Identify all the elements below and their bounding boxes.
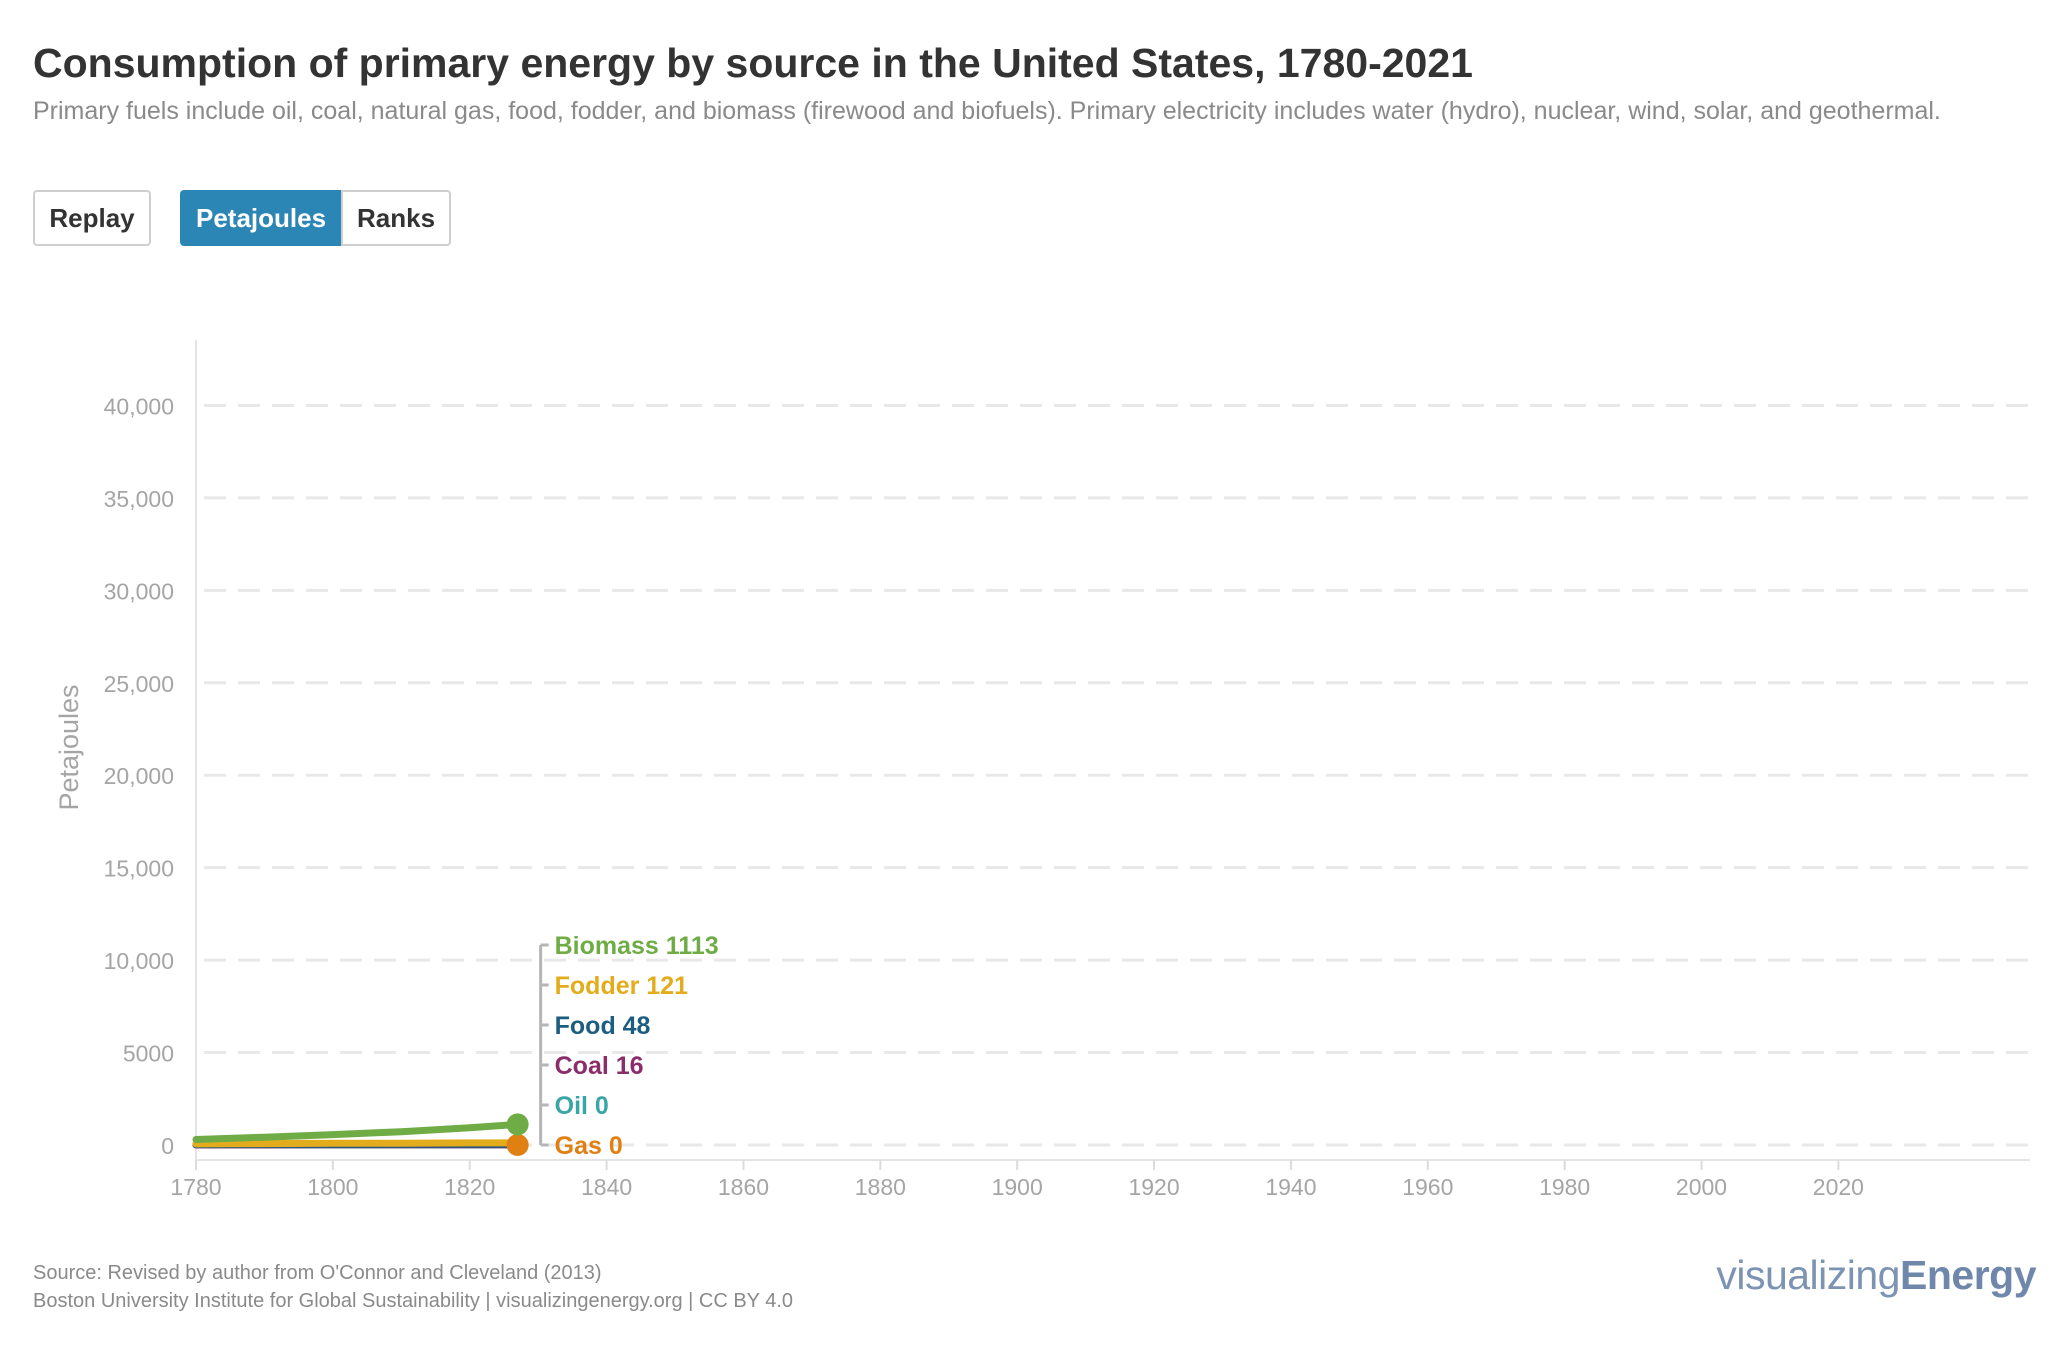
y-tick-label: 40,000 xyxy=(104,393,174,419)
logo-text-bold: Energy xyxy=(1900,1252,2037,1298)
y-tick-label: 25,000 xyxy=(104,671,174,697)
y-tick-label: 20,000 xyxy=(104,763,174,789)
x-tick-label: 2020 xyxy=(1813,1174,1864,1200)
series-label: Food 48 xyxy=(555,1012,651,1040)
chart-subtitle: Primary fuels include oil, coal, natural… xyxy=(33,97,1941,125)
series-lines xyxy=(192,1113,529,1156)
series-labels: Biomass 1113 Fodder 121 Food 48 Coal 16 Oil … xyxy=(555,932,719,1160)
label-bracket xyxy=(539,943,549,1147)
x-tick-label: 1940 xyxy=(1265,1174,1316,1200)
x-tick-label: 1900 xyxy=(992,1174,1043,1200)
y-axis-ticks: 0 5000 10,000 15,000 20,000 25,000 30,000 35,00… xyxy=(104,393,174,1159)
grid-lines xyxy=(204,403,2030,1147)
x-tick-label: 1960 xyxy=(1402,1174,1453,1200)
chart-title: Consumption of primary energy by source … xyxy=(33,40,1473,86)
series-label: Coal 16 xyxy=(555,1052,644,1080)
series-label: Fodder 121 xyxy=(555,972,688,1000)
petajoules-toggle-button[interactable]: Petajoules xyxy=(180,190,342,246)
x-tick-label: 1980 xyxy=(1539,1174,1590,1200)
series-end-dot xyxy=(506,1113,529,1136)
series-label: Oil 0 xyxy=(555,1092,609,1120)
replay-button[interactable]: Replay xyxy=(33,190,151,246)
y-tick-label: 15,000 xyxy=(104,856,174,882)
x-tick-label: 1800 xyxy=(307,1174,358,1200)
y-tick-label: 5000 xyxy=(123,1041,174,1067)
visualizing-energy-logo: visualizingEnergy xyxy=(1716,1252,2036,1299)
series-label: Gas 0 xyxy=(555,1132,623,1160)
energy-line-chart: 0 5000 10,000 15,000 20,000 25,000 30,000 35,00… xyxy=(54,340,2030,1200)
x-tick-label: 1880 xyxy=(855,1174,906,1200)
source-note: Source: Revised by author from O'Connor … xyxy=(33,1262,602,1284)
series-line xyxy=(192,1139,522,1148)
series-end-dot xyxy=(506,1134,529,1156)
y-axis-label: Petajoules xyxy=(54,684,84,810)
y-tick-label: 35,000 xyxy=(104,486,174,512)
x-tick-label: 2000 xyxy=(1676,1174,1727,1200)
series-label: Biomass 1113 xyxy=(555,932,719,960)
credit-note: Boston University Institute for Global S… xyxy=(33,1290,794,1312)
x-tick-label: 1920 xyxy=(1128,1174,1179,1200)
y-tick-label: 10,000 xyxy=(104,948,174,974)
x-tick-label: 1780 xyxy=(170,1174,221,1200)
x-tick-label: 1860 xyxy=(718,1174,769,1200)
series-line xyxy=(192,1120,522,1143)
x-tick-label: 1840 xyxy=(581,1174,632,1200)
x-tick-label: 1820 xyxy=(444,1174,495,1200)
y-tick-label: 0 xyxy=(161,1133,174,1159)
ranks-toggle-button[interactable]: Ranks xyxy=(341,190,451,246)
y-tick-label: 30,000 xyxy=(104,578,174,604)
x-axis-ticks: 1780 1800 1820 1840 1860 1880 1900 1920 1940 1960… xyxy=(170,1160,1864,1200)
logo-text-light: visualizing xyxy=(1716,1252,1900,1298)
